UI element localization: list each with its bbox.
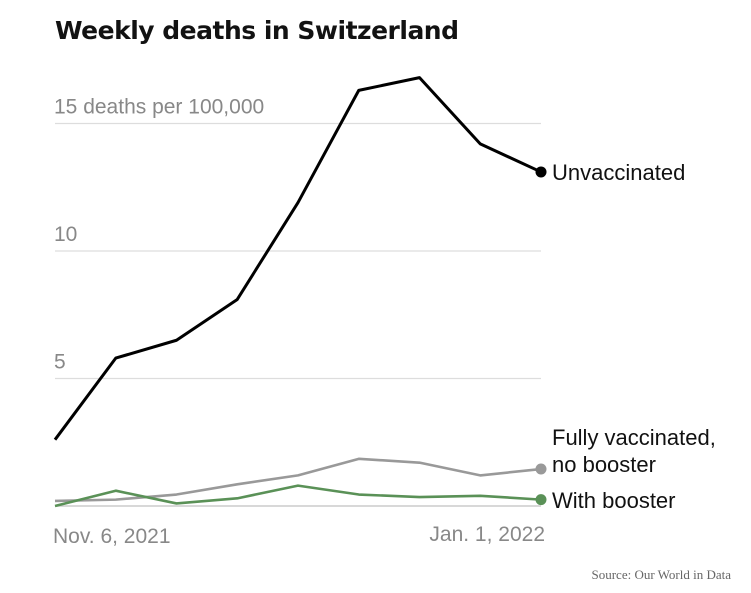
y-tick-label: 15 deaths per 100,000 (54, 96, 264, 119)
series-end-point (535, 166, 547, 178)
chart-title: Weekly deaths in Switzerland (55, 16, 459, 45)
series-label: no booster (552, 452, 656, 477)
y-tick-label: 10 (54, 223, 77, 246)
series-label: With booster (552, 488, 676, 513)
x-tick-label: Jan. 1, 2022 (429, 523, 545, 546)
series-label: Fully vaccinated, (552, 425, 716, 450)
series-line-1 (54, 457, 542, 503)
x-tick-label: Nov. 6, 2021 (53, 525, 171, 548)
series-label: Unvaccinated (552, 160, 685, 185)
series-end-point (535, 494, 547, 506)
series-line-2 (54, 484, 542, 508)
source-note: Source: Our World in Data (591, 567, 731, 582)
series-end-point (535, 463, 547, 475)
series-line-0 (53, 76, 542, 441)
y-tick-label: 5 (54, 351, 66, 374)
